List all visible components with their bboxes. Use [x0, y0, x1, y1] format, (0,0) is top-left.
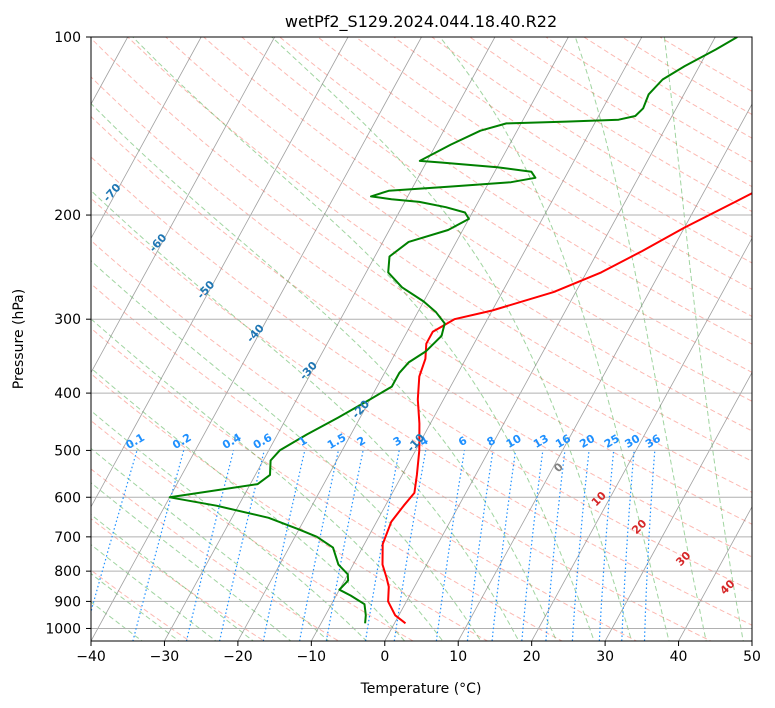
- x-axis-ticks: −40 −30 −20 −10 0 10 20 30 40 50: [76, 641, 761, 665]
- chart-title: wetPf2_S129.2024.044.18.40.R22: [285, 12, 557, 32]
- skewed-isotherm: [604, 371, 752, 641]
- plot-background: [91, 37, 752, 641]
- dry-adiabat: [91, 239, 713, 641]
- skewed-isotherm: [0, 37, 54, 641]
- sounding-line: [168, 37, 738, 624]
- mixing-ratio-line: [393, 450, 427, 641]
- x-tick-label: −30: [150, 649, 180, 665]
- x-tick-label: 40: [670, 649, 688, 665]
- pressure-gridlines: [91, 37, 752, 629]
- moist-adiabat: [91, 318, 444, 641]
- dry-adiabat: [354, 37, 752, 290]
- moist-adiabat: [439, 37, 670, 641]
- mixing-ratio-line: [643, 450, 656, 641]
- moist-adiabat: [91, 260, 482, 641]
- moist-adiabat: [91, 102, 558, 641]
- moist-adiabat: [270, 37, 633, 641]
- dry-adiabat: [91, 327, 563, 641]
- skewed-isotherm: [531, 237, 752, 641]
- dry-adiabat: [126, 37, 752, 462]
- mixing-ratio-line: [521, 450, 544, 641]
- dry-adiabat: [91, 37, 752, 493]
- x-tick-label: 30: [596, 649, 614, 665]
- skewed-isotherm: [91, 37, 422, 641]
- mixing-ratio-line: [491, 450, 517, 641]
- moist-adiabat: [91, 410, 368, 641]
- skewed-isotherm: [237, 37, 569, 641]
- x-tick-label: −10: [297, 649, 327, 665]
- moist-adiabat: [663, 37, 744, 641]
- y-tick-label: 900: [54, 594, 81, 610]
- mixing-ratio-line: [262, 450, 306, 641]
- dry-adiabat: [91, 115, 752, 558]
- mixing-ratio-line: [466, 450, 494, 641]
- moist-adiabat: [574, 37, 707, 641]
- moist-adiabat: [91, 447, 330, 641]
- skewed-isotherm: [310, 37, 643, 641]
- skewed-isotherm: [751, 640, 752, 641]
- sounding-series: [168, 37, 752, 625]
- mixing-ratio-line: [598, 450, 615, 641]
- mixing-ratio-line: [621, 450, 635, 641]
- x-tick-label: 20: [523, 649, 541, 665]
- moist-adiabat: [91, 367, 406, 641]
- y-tick-label: 500: [54, 443, 81, 459]
- mixing-ratio-line: [185, 450, 235, 641]
- dry-adiabat: [91, 197, 752, 626]
- skewed-isotherm: [457, 103, 752, 641]
- y-axis-ticks: 100 200 300 400 500 600 700 800 900 1000: [45, 30, 91, 637]
- y-tick-label: 800: [54, 564, 81, 580]
- isotherm-label: -90: [0, 100, 21, 124]
- dry-adiabat: [91, 569, 191, 641]
- moist-adiabat: [91, 513, 255, 641]
- mixing-ratio-line: [218, 450, 265, 641]
- x-axis-label: Temperature (°C): [360, 681, 482, 697]
- x-tick-label: 10: [449, 649, 467, 665]
- plot-frame: [90, 36, 753, 642]
- skewed-isotherm: [91, 37, 202, 240]
- mixing-ratio-line: [435, 450, 466, 641]
- mixing-ratio-line: [325, 450, 364, 641]
- y-tick-label: 100: [54, 30, 81, 46]
- y-tick-label: 1000: [45, 621, 81, 637]
- skewed-isotherm: [91, 37, 275, 374]
- mixing-ratio-line: [545, 450, 566, 641]
- mixing-ratio-lines: [91, 450, 656, 641]
- dry-adiabat: [91, 156, 752, 592]
- mixing-ratio-line: [91, 450, 138, 614]
- y-tick-label: 700: [54, 530, 81, 546]
- skewed-isotherms: [0, 37, 752, 641]
- y-axis-label: Pressure (hPa): [11, 289, 27, 389]
- dry-adiabats: [91, 37, 752, 641]
- moist-adiabat: [91, 482, 292, 641]
- dry-adiabat: [91, 76, 752, 525]
- x-tick-label: 0: [380, 649, 389, 665]
- skewed-isotherm: [384, 37, 716, 641]
- isotherm-label: -80: [49, 140, 72, 164]
- dry-adiabat: [91, 283, 638, 641]
- y-tick-label: 600: [54, 490, 81, 506]
- sounding-line: [381, 192, 752, 625]
- dry-adiabat: [317, 37, 752, 318]
- mixing-ratio-line: [364, 450, 400, 641]
- skewed-isotherm: [91, 37, 349, 508]
- skewed-isotherm: [678, 505, 752, 641]
- y-tick-label: 400: [54, 386, 81, 402]
- mixing-ratio-line: [571, 450, 590, 641]
- moist-adiabat: [132, 37, 595, 641]
- skewed-isotherm: [164, 37, 496, 641]
- moist-adiabats: [91, 37, 744, 641]
- x-tick-label: −20: [223, 649, 253, 665]
- x-tick-label: 50: [743, 649, 761, 665]
- y-tick-label: 200: [54, 208, 81, 224]
- mixing-ratio-line: [298, 450, 339, 641]
- y-tick-label: 300: [54, 312, 81, 328]
- x-tick-label: −40: [76, 649, 106, 665]
- moist-adiabat: [91, 189, 520, 641]
